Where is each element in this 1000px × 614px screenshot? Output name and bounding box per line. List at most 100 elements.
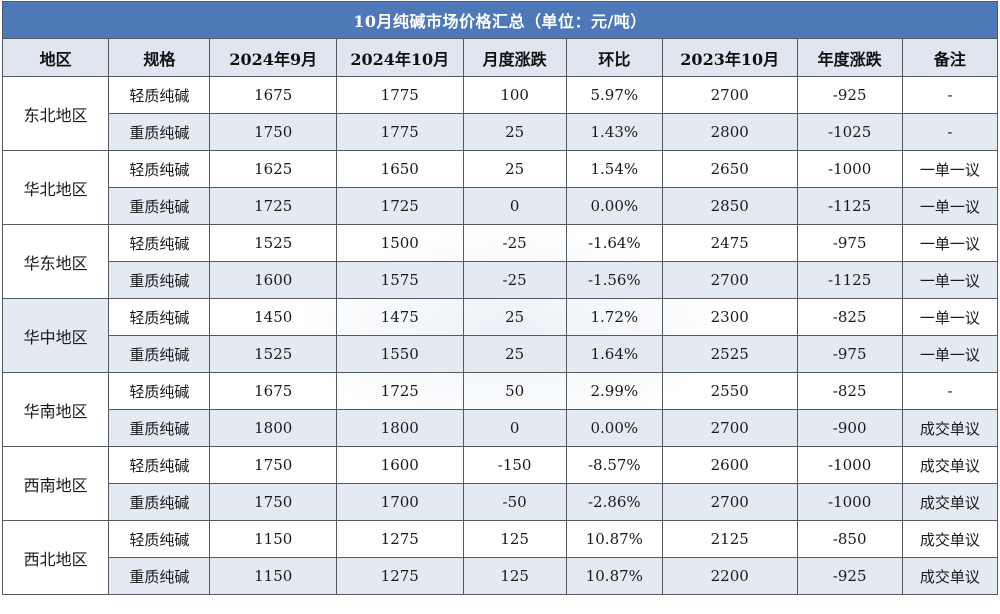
table-row: 重质纯碱 1725 1725 0 0.00% 2850 -1125 一单一议 <box>3 187 999 225</box>
spec-cell: 轻质纯碱 <box>108 446 211 484</box>
spec-cell: 重质纯碱 <box>108 409 211 447</box>
price-table: 10月纯碱市场价格汇总（单位：元/吨） 地区 规格 2024年9月 2024年10月月… <box>1 1 999 595</box>
sep-2024-cell: 1525 <box>209 335 337 373</box>
yearly-change-cell: -975 <box>796 224 903 262</box>
monthly-change-cell: -25 <box>462 224 567 262</box>
header-spec: 规格 <box>108 38 211 77</box>
oct-2024-cell: 1550 <box>336 335 464 373</box>
monthly-change-cell: 125 <box>462 520 567 558</box>
sep-2024-cell: 1725 <box>209 187 337 225</box>
header-row: 地区 规格 2024年9月 2024年10月 月度涨跌 环比 2023年10月 年度涨跌 备注 <box>1 38 999 77</box>
remarks-cell: - <box>901 76 999 114</box>
monthly-change-cell: -50 <box>462 483 567 521</box>
yearly-change-cell: -1125 <box>796 261 903 299</box>
remarks-cell: 成交单议 <box>901 446 999 484</box>
region-cell: 华北地区 <box>1 150 110 225</box>
sep-2024-cell: 1800 <box>209 409 337 447</box>
yearly-change-cell: -825 <box>796 298 903 336</box>
sep-2024-cell: 1150 <box>209 557 337 595</box>
yearly-change-cell: -975 <box>796 335 903 373</box>
region-cell: 华南地区 <box>1 372 110 447</box>
mom-ratio-cell: 10.87% <box>565 520 663 558</box>
yearly-change-cell: -1125 <box>796 187 903 225</box>
table-row: 华东地区 轻质纯碱 1525 1500 -25 -1.64% 2475 -975 一单一议 <box>1 224 999 299</box>
yearly-change-cell: -900 <box>796 409 903 447</box>
mom-ratio-cell: 1.72% <box>565 298 663 336</box>
remarks-cell: 成交单议 <box>901 557 999 595</box>
mom-ratio-cell: 1.43% <box>565 113 663 151</box>
oct-2024-cell: 1275 <box>336 520 464 558</box>
yearly-change-cell: -1000 <box>796 150 903 188</box>
spec-cell: 轻质纯碱 <box>108 298 211 336</box>
oct-2023-cell: 2700 <box>661 483 798 521</box>
oct-2023-cell: 2475 <box>661 224 798 262</box>
mom-ratio-cell: 0.00% <box>565 187 663 225</box>
header-sep-2024: 2024年9月 <box>209 38 337 77</box>
table-row: 华中地区 轻质纯碱 1450 1475 25 1.72% 2300 -825 一单一议 <box>1 298 999 373</box>
region-cell: 华东地区 <box>1 224 110 299</box>
table-row: 重质纯碱 1800 1800 0 0.00% 2700 -900 成交单议 <box>3 409 999 447</box>
header-region: 地区 <box>1 38 110 77</box>
oct-2024-cell: 1575 <box>336 261 464 299</box>
remarks-cell: 一单一议 <box>901 261 999 299</box>
oct-2024-cell: 1475 <box>336 298 464 336</box>
oct-2024-cell: 1275 <box>336 557 464 595</box>
table-row: 华南地区 轻质纯碱 1675 1725 50 2.99% 2550 -825- <box>1 372 999 447</box>
yearly-change-cell: -925 <box>796 557 903 595</box>
sep-2024-cell: 1750 <box>209 113 337 151</box>
oct-2024-cell: 1775 <box>336 76 464 114</box>
monthly-change-cell: 50 <box>462 372 567 410</box>
remarks-cell: 成交单议 <box>901 483 999 521</box>
header-yearly-change: 年度涨跌 <box>796 38 903 77</box>
oct-2024-cell: 1725 <box>336 187 464 225</box>
spec-cell: 轻质纯碱 <box>108 372 211 410</box>
oct-2023-cell: 2200 <box>661 557 798 595</box>
oct-2024-cell: 1500 <box>336 224 464 262</box>
header-mom-ratio: 环比 <box>565 38 663 77</box>
header-oct-2023: 2023年10月 <box>661 38 798 77</box>
table-row: 东北地区 轻质纯碱 1675 1775 100 5.97% 2700 -925- <box>1 76 999 151</box>
table-row: 西北地区 轻质纯碱 1150 1275 125 10.87% 2125 -850 成交单议 <box>1 520 999 595</box>
table-row: 重质纯碱 1750 1775 25 1.43% 2800 -1025- <box>3 113 999 151</box>
monthly-change-cell: -150 <box>462 446 567 484</box>
yearly-change-cell: -1025 <box>796 113 903 151</box>
oct-2024-cell: 1700 <box>336 483 464 521</box>
monthly-change-cell: -25 <box>462 261 567 299</box>
yearly-change-cell: -1000 <box>796 446 903 484</box>
oct-2024-cell: 1650 <box>336 150 464 188</box>
oct-2023-cell: 2700 <box>661 76 798 114</box>
spec-cell: 轻质纯碱 <box>108 76 211 114</box>
table-row: 西南地区 轻质纯碱 1750 1600 -150 -8.57% 2600 -1000 成交单议 <box>1 446 999 521</box>
spec-cell: 重质纯碱 <box>108 335 211 373</box>
mom-ratio-cell: -1.64% <box>565 224 663 262</box>
mom-ratio-cell: 10.87% <box>565 557 663 595</box>
mom-ratio-cell: -8.57% <box>565 446 663 484</box>
mom-ratio-cell: 2.99% <box>565 372 663 410</box>
oct-2024-cell: 1725 <box>336 372 464 410</box>
sep-2024-cell: 1675 <box>209 372 337 410</box>
remarks-cell: 成交单议 <box>901 409 999 447</box>
spec-cell: 重质纯碱 <box>108 113 211 151</box>
table-row: 重质纯碱 1600 1575 -25 -1.56% 2700 -1125 一单一议 <box>3 261 999 299</box>
sep-2024-cell: 1450 <box>209 298 337 336</box>
oct-2023-cell: 2550 <box>661 372 798 410</box>
yearly-change-cell: -925 <box>796 76 903 114</box>
region-cell: 西北地区 <box>1 520 110 595</box>
spec-cell: 重质纯碱 <box>108 261 211 299</box>
oct-2023-cell: 2600 <box>661 446 798 484</box>
sep-2024-cell: 1525 <box>209 224 337 262</box>
remarks-cell: 一单一议 <box>901 150 999 188</box>
yearly-change-cell: -825 <box>796 372 903 410</box>
oct-2024-cell: 1775 <box>336 113 464 151</box>
mom-ratio-cell: 1.64% <box>565 335 663 373</box>
monthly-change-cell: 0 <box>462 409 567 447</box>
table-row: 重质纯碱 1525 1550 25 1.64% 2525 -975 一单一议 <box>3 335 999 373</box>
sep-2024-cell: 1675 <box>209 76 337 114</box>
oct-2023-cell: 2850 <box>661 187 798 225</box>
oct-2023-cell: 2300 <box>661 298 798 336</box>
oct-2023-cell: 2525 <box>661 335 798 373</box>
oct-2023-cell: 2650 <box>661 150 798 188</box>
oct-2023-cell: 2125 <box>661 520 798 558</box>
spec-cell: 轻质纯碱 <box>108 224 211 262</box>
